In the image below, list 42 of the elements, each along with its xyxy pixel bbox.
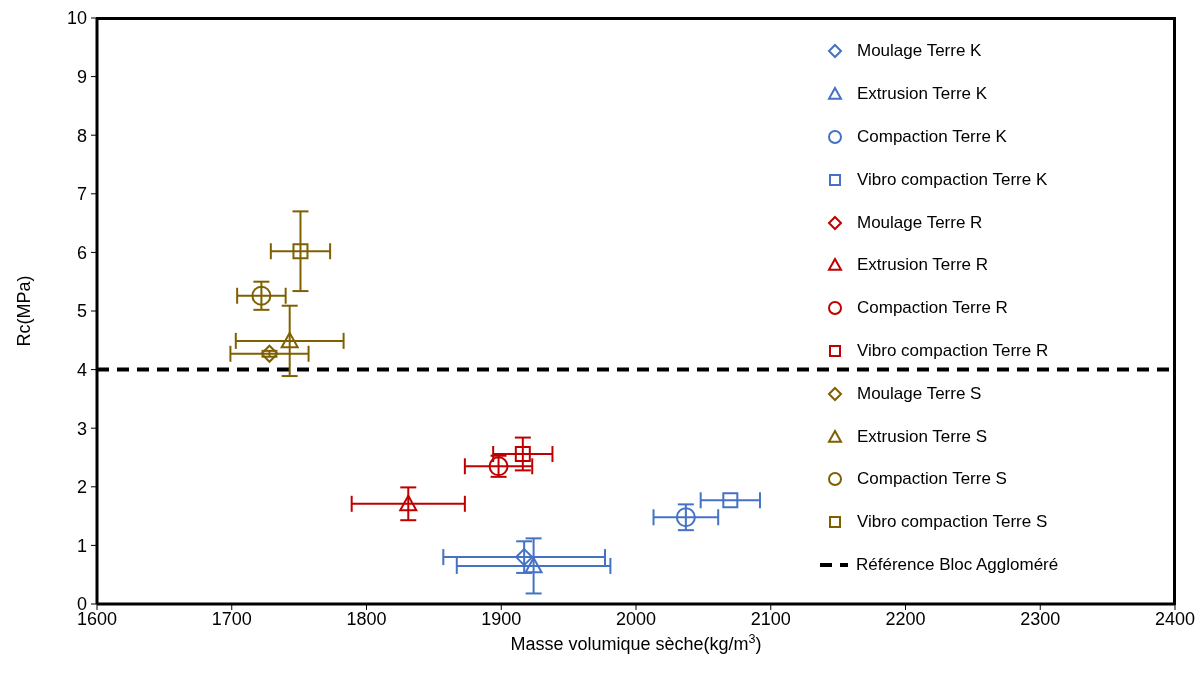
x-tick-label: 2400 (1154, 608, 1196, 629)
x-tick-label: 2200 (885, 608, 926, 629)
y-tick-label: 3 (76, 418, 87, 439)
point (515, 548, 534, 567)
legend-label: Extrusion Terre K (857, 84, 988, 105)
legend-label: Moulage Terre K (857, 41, 982, 62)
x-axis-title: Masse volumique sèche(kg/m$^{3}$) (510, 632, 762, 654)
y-tick-label: 8 (76, 125, 87, 146)
legend-label: Compaction Terre R (857, 298, 1008, 319)
point (514, 445, 531, 462)
legend-label: Compaction Terre S (857, 469, 1007, 490)
legend-label: Vibro compaction Terre R (857, 340, 1049, 361)
x-tick-label: 2100 (750, 608, 791, 629)
y-axis-title: Rc(MPa) (14, 275, 35, 347)
legend-label: Compaction Terre K (857, 126, 1007, 147)
y-tick-label: 6 (76, 242, 87, 263)
legend-label: Moulage Terre S (857, 383, 982, 404)
point (280, 331, 299, 349)
legend-label: Vibro compaction Terre K (857, 169, 1048, 190)
x-tick-label: 2000 (615, 608, 657, 629)
y-tick-label: 7 (76, 184, 87, 205)
legend-label: Moulage Terre R (857, 212, 983, 233)
legend-label: Extrusion Terre R (857, 255, 989, 276)
y-tick-label: 10 (66, 8, 87, 29)
point (251, 285, 272, 306)
point (524, 556, 543, 574)
y-tick-label: 9 (76, 66, 87, 87)
x-tick-label: 1700 (211, 608, 252, 629)
legend-label: Référence Bloc Aggloméré (856, 555, 1059, 575)
point (399, 494, 418, 512)
y-tick-label: 5 (76, 301, 87, 322)
y-tick-label: 2 (76, 477, 87, 498)
x-tick-label: 1900 (481, 608, 522, 629)
point (722, 492, 739, 509)
x-tick-label: 2300 (1020, 608, 1061, 629)
point (260, 344, 279, 363)
y-tick-label: 4 (76, 359, 87, 380)
point (292, 243, 309, 260)
legend-label: Extrusion Terre S (857, 426, 988, 447)
x-tick-label: 1800 (346, 608, 387, 629)
legend-label: Vibro compaction Terre S (857, 512, 1048, 533)
y-tick-label: 1 (76, 535, 87, 556)
